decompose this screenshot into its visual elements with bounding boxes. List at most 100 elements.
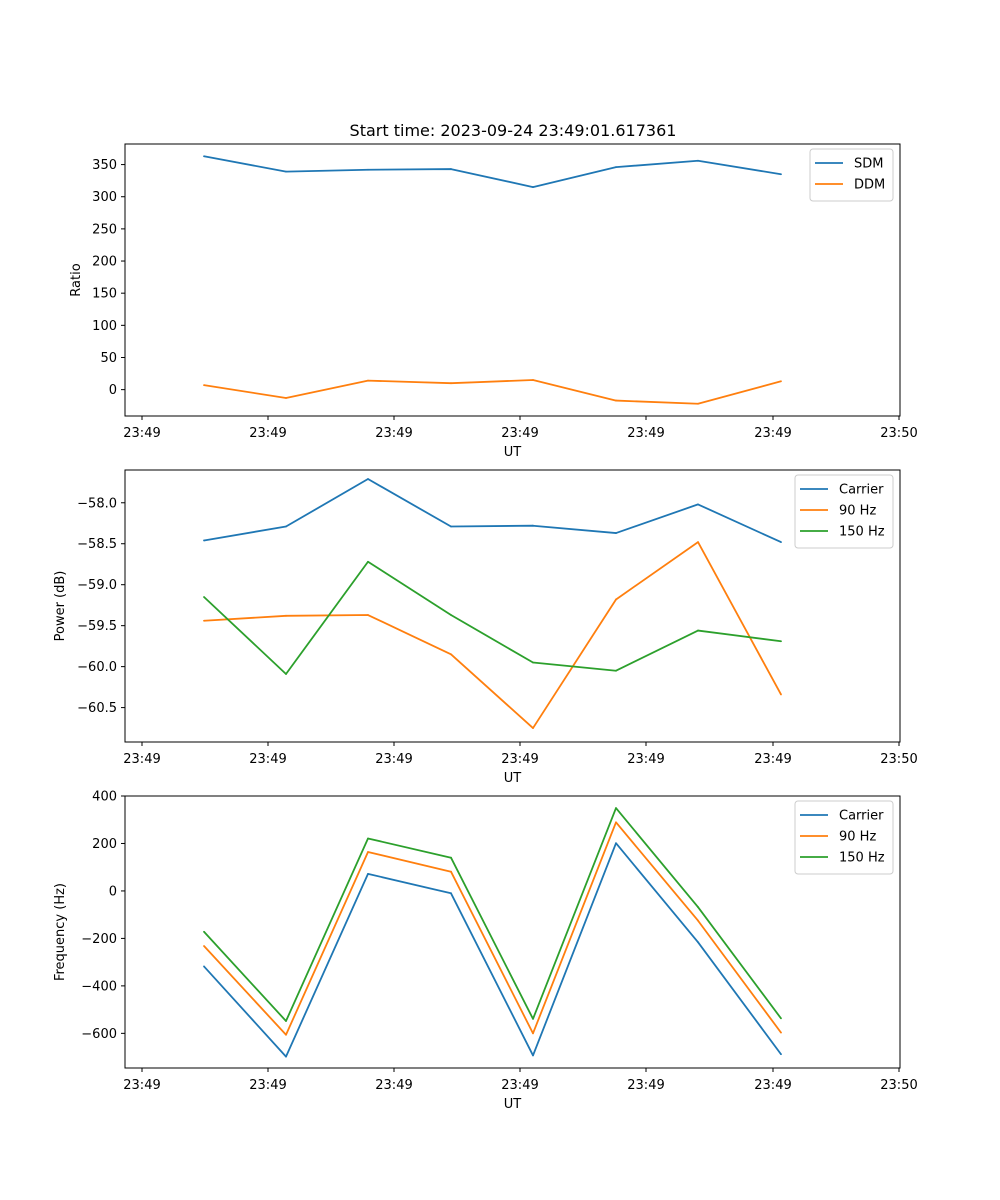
data-point — [285, 614, 287, 617]
data-point — [615, 842, 617, 845]
data-point — [697, 919, 699, 922]
x-tick-label: 23:49 — [375, 1078, 412, 1093]
legend-label: 90 Hz — [839, 504, 876, 519]
series-line-sdm — [203, 155, 782, 188]
x-tick-label: 23:49 — [501, 752, 538, 767]
data-point — [285, 525, 287, 528]
x-tick-label: 23:49 — [123, 426, 160, 441]
legend-label: Carrier — [839, 809, 884, 824]
data-point — [697, 541, 699, 543]
figure-title: Start time: 2023-09-24 23:49:01.617361 — [350, 121, 677, 140]
data-point — [615, 532, 617, 534]
legend-box — [809, 148, 894, 202]
y-tick-label: −60.5 — [77, 701, 117, 716]
data-point — [285, 1033, 287, 1036]
legend: Carrier 90 Hz 150 Hz — [794, 800, 894, 875]
data-point — [367, 168, 369, 171]
data-point — [697, 629, 699, 632]
legend-label: 90 Hz — [839, 830, 876, 845]
x-tick-label: 23:49 — [627, 426, 664, 441]
data-point — [450, 525, 452, 528]
data-point — [780, 173, 782, 176]
data-point — [450, 653, 452, 656]
data-point — [285, 397, 287, 399]
data-point — [532, 379, 534, 381]
x-axis-label: UT — [504, 1097, 522, 1112]
data-point — [367, 560, 369, 563]
data-point — [532, 661, 534, 664]
data-point — [780, 541, 782, 543]
data-point — [367, 478, 369, 480]
data-point — [532, 1032, 534, 1035]
y-tick-label: −59.5 — [77, 619, 117, 634]
x-tick-label: 23:49 — [123, 752, 160, 767]
data-point — [203, 930, 205, 933]
legend: SDM DDM — [809, 148, 894, 202]
x-tick-label: 23:50 — [880, 426, 917, 441]
series-line-carrier — [203, 478, 782, 543]
chart-panel-2: 23:49 23:49 23:49 23:49 23:49 23:49 23:50 −58.0… — [53, 469, 918, 786]
y-tick-label: 350 — [92, 158, 117, 173]
y-tick-label: 400 — [92, 790, 117, 805]
y-tick-label: 100 — [92, 319, 117, 334]
legend-box — [794, 474, 894, 549]
data-point — [367, 614, 369, 616]
axes-frame — [124, 795, 901, 1069]
data-point — [532, 1054, 534, 1057]
y-tick-label: −58.0 — [77, 496, 117, 511]
axes-frame — [124, 469, 901, 743]
data-point — [780, 1053, 782, 1056]
panels: 23:49 23:49 23:49 23:49 23:49 23:49 23:50 0 50 10… — [53, 143, 918, 1113]
y-tick-label: 250 — [92, 222, 117, 237]
data-point — [615, 598, 617, 601]
series-line-150-hz — [203, 807, 782, 1022]
x-tick-label: 23:49 — [123, 1078, 160, 1093]
y-axis-label: Power (dB) — [53, 571, 68, 642]
data-point — [532, 186, 534, 188]
data-point — [780, 1031, 782, 1034]
data-point — [780, 380, 782, 383]
data-point — [203, 619, 205, 622]
y-tick-label: 300 — [92, 190, 117, 205]
y-tick-label: −200 — [81, 932, 117, 947]
data-point — [615, 669, 617, 672]
legend-box — [794, 800, 894, 875]
data-point — [780, 693, 782, 696]
data-point — [532, 524, 534, 527]
data-point — [615, 807, 617, 809]
data-point — [697, 906, 699, 908]
data-point — [780, 640, 782, 643]
x-tick-label: 23:49 — [375, 426, 412, 441]
series-line-carrier — [203, 842, 782, 1058]
series-line-150-hz — [203, 560, 782, 675]
data-point — [367, 872, 369, 875]
y-tick-label: 150 — [92, 287, 117, 302]
data-point — [203, 945, 205, 947]
y-tick-label: −59.0 — [77, 578, 117, 593]
chart-panel-3: 23:49 23:49 23:49 23:49 23:49 23:49 23:50 400 20… — [53, 790, 918, 1113]
data-point — [697, 941, 699, 944]
x-tick-label: 23:49 — [249, 1078, 286, 1093]
x-tick-label: 23:49 — [754, 426, 791, 441]
data-point — [203, 155, 205, 158]
data-point — [285, 673, 287, 675]
data-point — [615, 166, 617, 169]
series-line-90-hz — [203, 821, 782, 1036]
data-point — [615, 399, 617, 402]
data-point — [203, 965, 205, 968]
data-point — [450, 168, 452, 170]
x-tick-label: 23:50 — [880, 752, 917, 767]
x-tick-label: 23:49 — [627, 752, 664, 767]
data-point — [367, 837, 369, 840]
x-tick-label: 23:49 — [501, 426, 538, 441]
data-point — [615, 821, 617, 824]
data-point — [697, 402, 699, 405]
data-point — [532, 1017, 534, 1020]
legend-label: Carrier — [839, 483, 884, 498]
data-point — [285, 170, 287, 173]
y-tick-label: 200 — [92, 255, 117, 270]
data-point — [697, 503, 699, 506]
legend-label: DDM — [854, 178, 885, 193]
y-tick-label: 50 — [100, 351, 117, 366]
